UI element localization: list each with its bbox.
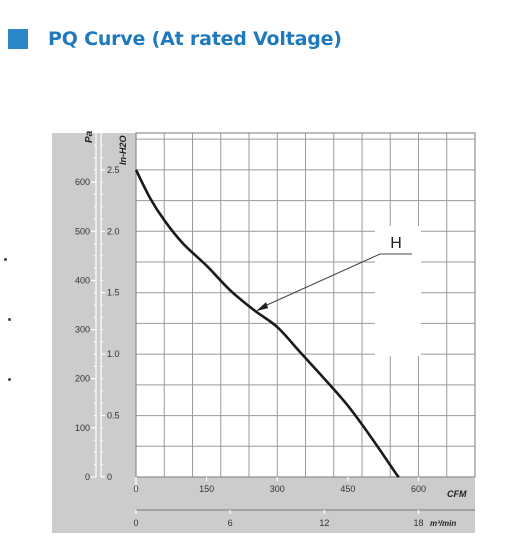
series-h-line bbox=[134, 169, 400, 479]
section-heading: PQ Curve (At rated Voltage) bbox=[8, 26, 342, 52]
m3min-tick-label: 12 bbox=[319, 518, 329, 528]
annotation-arrowhead bbox=[256, 302, 269, 312]
inh2o-tick-label: 1.0 bbox=[107, 349, 120, 359]
annotation-box bbox=[375, 226, 421, 356]
pa-axis: 0 100 200 300 400 500 600 bbox=[75, 133, 97, 482]
inh2o-tick-label: 1.5 bbox=[107, 288, 120, 298]
pa-tick-label: 600 bbox=[75, 177, 90, 187]
grid bbox=[135, 132, 476, 478]
cfm-tick-label: 300 bbox=[270, 484, 285, 494]
cfm-tick-label: 0 bbox=[133, 484, 138, 494]
inh2o-tick-label: 0 bbox=[107, 472, 112, 482]
inh2o-axis: 0 0.5 1.0 1.5 2.0 2.5 bbox=[100, 132, 120, 482]
annotation-leader bbox=[259, 253, 381, 309]
m3min-tick-label: 0 bbox=[133, 518, 138, 528]
pa-tick-label: 100 bbox=[75, 423, 90, 433]
pa-tick-label: 300 bbox=[75, 325, 90, 335]
pa-axis-label: Pa bbox=[84, 130, 95, 143]
pa-tick-label: 500 bbox=[75, 226, 90, 236]
cfm-tick-label: 450 bbox=[340, 484, 355, 494]
heading-square-icon bbox=[8, 29, 28, 49]
cfm-axis: 0 150 300 450 600 bbox=[133, 477, 426, 494]
inh2o-tick-label: 0.5 bbox=[107, 411, 120, 421]
cfm-axis-label: CFM bbox=[447, 489, 467, 499]
m3min-axis: 0 6 12 18 bbox=[133, 510, 424, 528]
heading-title: PQ Curve (At rated Voltage) bbox=[48, 28, 342, 50]
inh2o-axis-label: In-H2O bbox=[118, 135, 128, 165]
series-h-annotation: H bbox=[256, 226, 421, 356]
pa-tick-label: 200 bbox=[75, 374, 90, 384]
pa-tick-label: 0 bbox=[85, 472, 90, 482]
left-dot bbox=[4, 258, 7, 261]
inh2o-tick-label: 2.0 bbox=[107, 226, 120, 236]
m3min-tick-label: 18 bbox=[413, 518, 423, 528]
pa-tick-label: 400 bbox=[75, 275, 90, 285]
cfm-tick-label: 600 bbox=[411, 484, 426, 494]
plot-border bbox=[135, 132, 476, 478]
cfm-tick-label: 150 bbox=[199, 484, 214, 494]
m3min-tick-label: 6 bbox=[228, 518, 233, 528]
m3min-axis-label: m³/min bbox=[430, 519, 456, 528]
inh2o-tick-label: 2.5 bbox=[107, 165, 120, 175]
annotation-label: H bbox=[390, 235, 402, 252]
left-dot bbox=[8, 378, 11, 381]
left-dot bbox=[8, 318, 11, 321]
